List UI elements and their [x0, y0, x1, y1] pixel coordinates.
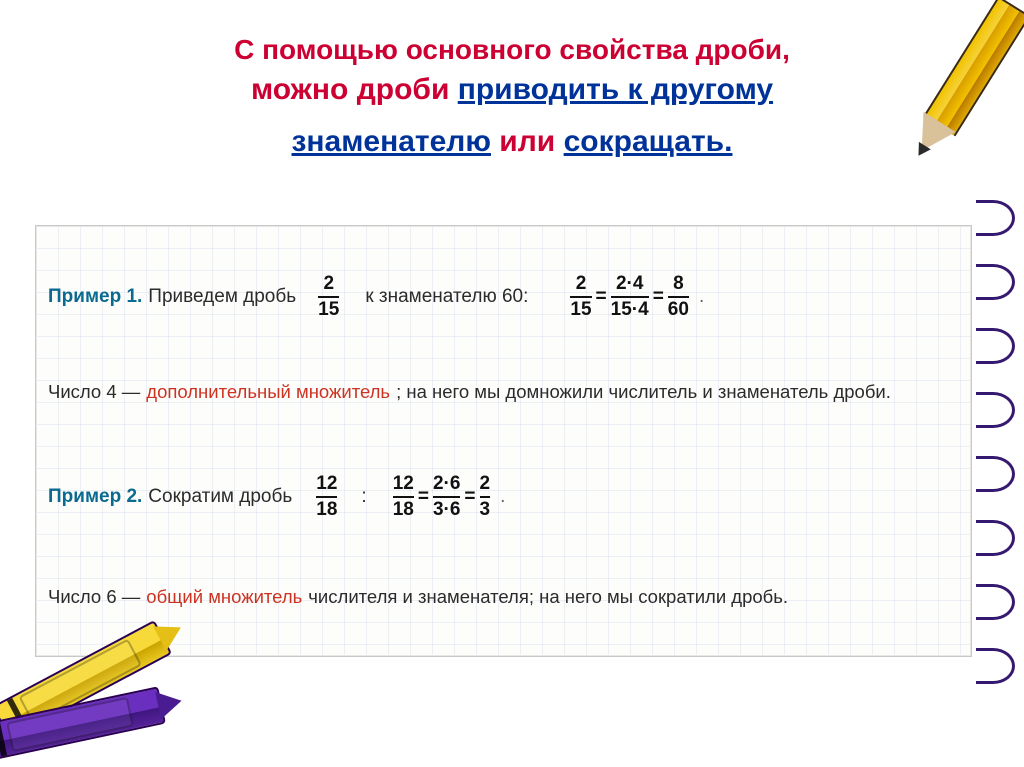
- page-title: С помощью основного свойства дроби, можн…: [80, 30, 944, 163]
- example-2-text-a: Сократим дробь: [148, 486, 292, 508]
- example-1-highlight: дополнительный множитель: [146, 381, 390, 403]
- title-line-3b: или: [491, 125, 564, 158]
- example-2-label: Пример 2.: [48, 486, 142, 508]
- example-2-equation: 12 18 = 2·6 3·6 = 2 3: [393, 474, 490, 520]
- example-2: Пример 2. Сократим дробь 12 18 : 12 18 =…: [48, 474, 959, 520]
- title-line-3c: сокращать.: [564, 125, 733, 158]
- title-line-2b: приводить к другому: [458, 73, 773, 106]
- slide: С помощью основного свойства дроби, можн…: [0, 0, 1024, 767]
- example-1-note: Число 4 — дополнительный множитель; на н…: [48, 381, 959, 403]
- example-1-equation: 2 15 = 2·4 15·4 = 8 60: [570, 274, 689, 320]
- title-line-3a: знаменателю: [292, 125, 491, 158]
- example-1-fraction: 2 15: [318, 274, 339, 320]
- title-line-1: С помощью основного свойства дроби,: [80, 30, 944, 69]
- example-2-fraction: 12 18: [316, 474, 337, 520]
- example-1-text-a: Приведем дробь: [148, 286, 296, 308]
- title-line-2a: можно дроби: [251, 73, 458, 106]
- decorative-squiggles: [976, 200, 1024, 670]
- example-1-label: Пример 1.: [48, 286, 142, 308]
- example-1-text-b: к знаменателю 60:: [365, 286, 528, 308]
- crayons-icon: [0, 577, 280, 767]
- example-1: Пример 1. Приведем дробь 2 15 к знаменат…: [48, 274, 959, 320]
